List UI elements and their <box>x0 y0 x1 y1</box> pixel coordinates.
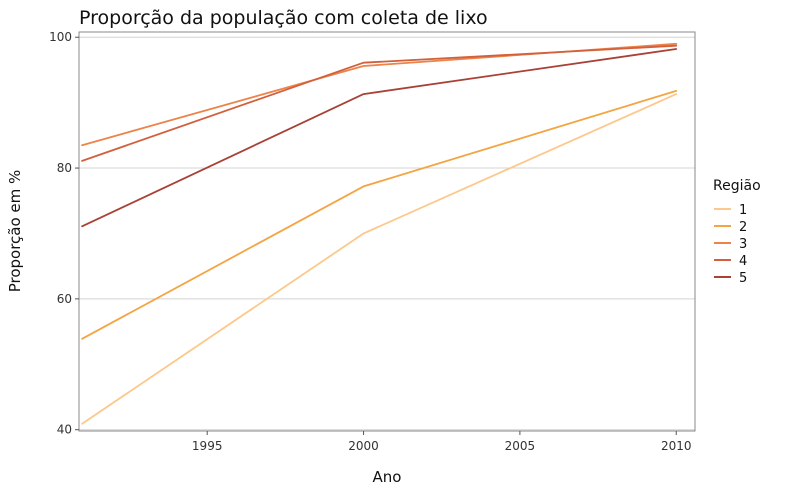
series-lines <box>81 42 678 425</box>
series-line-4 <box>81 44 678 162</box>
x-tick-label: 2000 <box>348 439 379 453</box>
series-line-2 <box>81 90 678 340</box>
y-tick-label: 60 <box>57 292 72 306</box>
series-line-5 <box>81 48 678 228</box>
axis-ticks: 40 60 80 100 1995 2000 2005 2010 <box>49 30 691 453</box>
y-tick-label: 40 <box>57 423 72 437</box>
y-tick-label: 100 <box>49 30 72 44</box>
legend-label-4: 4 <box>739 254 747 269</box>
legend-label-5: 5 <box>739 271 747 286</box>
legend-label-3: 3 <box>739 237 747 252</box>
chart-title: Proporção da população com coleta de lix… <box>79 7 488 29</box>
grid <box>79 36 695 431</box>
x-tick-label: 2005 <box>505 439 536 453</box>
x-tick-label: 2010 <box>661 439 692 453</box>
y-axis-title: Proporção em % <box>6 170 24 293</box>
legend-label-1: 1 <box>739 203 747 218</box>
legend-label-2: 2 <box>739 220 747 235</box>
x-tick-label: 1995 <box>192 439 223 453</box>
y-tick-label: 80 <box>57 161 72 175</box>
legend: Região 1 2 3 4 5 <box>713 178 761 286</box>
series-line-1 <box>81 93 678 425</box>
legend-title: Região <box>713 178 761 194</box>
plot-frame <box>78 31 696 432</box>
x-axis-title: Ano <box>373 468 402 486</box>
